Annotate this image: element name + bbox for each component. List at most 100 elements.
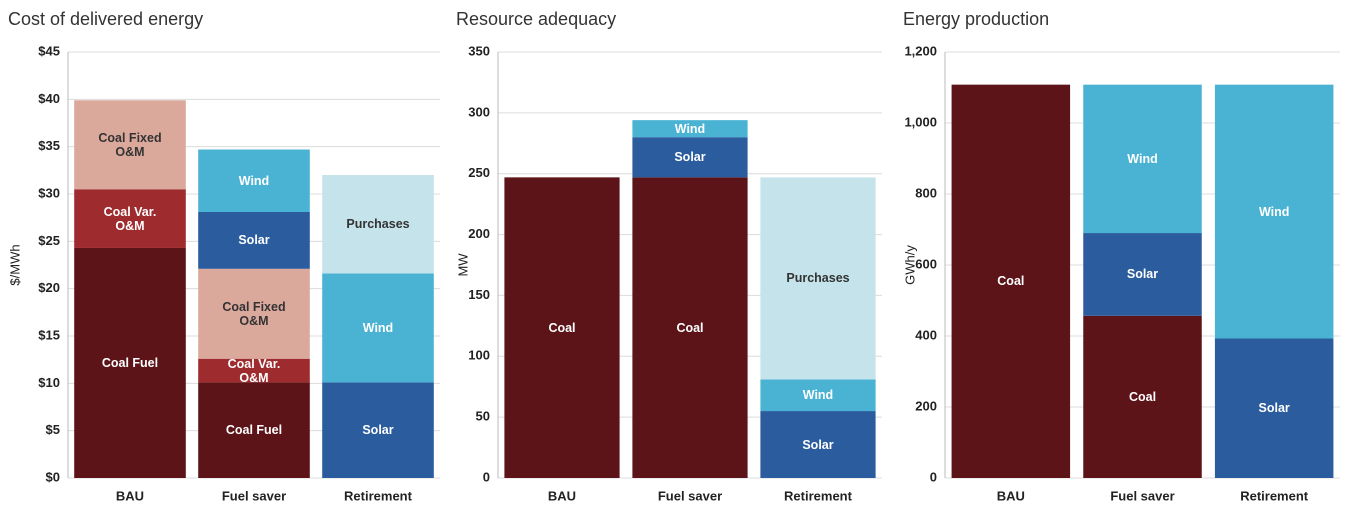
bar-segment <box>1214 84 1334 339</box>
y-tick-label: 250 <box>468 165 490 180</box>
bar-segment <box>322 273 434 383</box>
x-tick-label: Retirement <box>344 488 413 503</box>
segment-label: Wind <box>362 320 394 335</box>
segment-label: Wind <box>238 173 270 188</box>
y-tick-label: $10 <box>38 375 60 390</box>
y-tick-label: $5 <box>46 422 60 437</box>
bar-segment <box>504 177 620 478</box>
y-tick-label: 400 <box>915 327 937 342</box>
segment-label-box: Purchases <box>786 271 850 286</box>
bar-segment <box>74 247 186 478</box>
bar-segment <box>951 84 1071 478</box>
bar-segment <box>74 189 186 248</box>
bar-segment <box>198 382 310 478</box>
y-tick-label: 800 <box>915 185 937 200</box>
segment-label: Coal <box>676 320 704 335</box>
x-tick-label: Retirement <box>1240 488 1309 503</box>
segment-label-box: Coal Fixed O&M <box>222 299 286 328</box>
segment-label: Coal Fixed O&M <box>222 299 286 328</box>
segment-label-box: Coal <box>548 320 576 335</box>
y-tick-label: 0 <box>483 469 490 484</box>
segment-label-box: Solar <box>674 150 706 165</box>
segment-label-box: Coal Var. O&M <box>227 358 281 383</box>
segment-label: Wind <box>674 121 706 136</box>
segment-label-box: Wind <box>674 121 706 136</box>
chart: Cost of delivered energy $/MWh $0 $5 $10 $15 $… <box>7 9 440 503</box>
segment-label-box: Coal <box>997 274 1025 289</box>
y-tick-label: $40 <box>38 91 60 106</box>
segment-label: Solar <box>674 150 706 165</box>
y-tick-label: $25 <box>38 233 60 248</box>
segment-label-box: Solar <box>802 437 834 452</box>
segment-label-box: Solar <box>1258 401 1290 416</box>
segment-label-box: Solar <box>1127 267 1158 281</box>
segment-label: Solar <box>362 423 394 438</box>
y-tick-label: 50 <box>476 409 490 424</box>
segment-label: Coal <box>548 320 576 335</box>
segment-label: Solar <box>1258 401 1290 416</box>
y-tick-label: $15 <box>38 327 60 342</box>
y-tick-label: $45 <box>38 43 60 58</box>
bar-segment <box>760 411 876 478</box>
segment-label: Wind <box>1258 204 1290 219</box>
y-axis-label: GWh/y <box>902 245 917 285</box>
x-tick-label: Retirement <box>784 488 853 503</box>
x-tick-label: Fuel saver <box>658 488 722 503</box>
x-tick-label: BAU <box>548 488 576 503</box>
y-tick-label: 600 <box>915 256 937 271</box>
y-tick-label: $30 <box>38 185 60 200</box>
bar-segment <box>198 358 310 383</box>
segment-label: Purchases <box>786 271 850 286</box>
y-tick-label: $0 <box>46 469 60 484</box>
chart: Energy production GWh/y 0 200 400 600 800 1,000… <box>902 9 1340 503</box>
y-tick-label: 300 <box>468 104 490 119</box>
y-tick-label: 1,000 <box>904 114 937 129</box>
segment-label: Coal <box>997 274 1025 289</box>
bar-segment <box>198 149 310 212</box>
bar-segment <box>1083 315 1202 478</box>
chart-title: Resource adequacy <box>456 9 616 29</box>
bar-segment <box>632 120 748 138</box>
y-tick-label: 350 <box>468 43 490 58</box>
segment-label: Coal <box>1128 389 1157 404</box>
bar-segment <box>760 379 876 412</box>
segment-label-box: Solar <box>238 233 270 248</box>
segment-label: Purchases <box>346 217 410 232</box>
segment-label-box: Wind <box>1258 204 1290 219</box>
bar-segment <box>198 211 310 269</box>
segment-label: Wind <box>802 388 834 403</box>
bar-segment <box>322 382 434 478</box>
segment-label: Wind <box>1127 151 1158 166</box>
y-tick-label: 100 <box>468 348 490 363</box>
segment-label: Coal Fixed O&M <box>98 130 162 159</box>
segment-label-box: Coal Var. O&M <box>103 204 157 233</box>
segment-label: Coal Var. O&M <box>227 358 281 383</box>
x-tick-label: BAU <box>116 488 144 503</box>
y-tick-label: 200 <box>468 226 490 241</box>
segment-label-box: Coal <box>1128 389 1157 404</box>
segment-label-box: Solar <box>362 423 394 438</box>
x-tick-label: Fuel saver <box>222 488 286 503</box>
y-tick-label: 0 <box>930 469 937 484</box>
y-tick-label: $20 <box>38 280 60 295</box>
segment-label-box: Coal Fuel <box>102 356 158 370</box>
bar-segment <box>632 177 748 478</box>
segment-label: Solar <box>802 437 834 452</box>
chart-title: Energy production <box>903 9 1049 29</box>
y-tick-label: 200 <box>915 398 937 413</box>
segment-label-box: Wind <box>1127 151 1158 166</box>
segment-label-box: Coal Fixed O&M <box>98 130 162 159</box>
y-tick-label: $35 <box>38 138 60 153</box>
segment-label-box: Coal <box>676 320 704 335</box>
bar-segment <box>322 175 434 274</box>
bar-segment <box>1083 84 1202 234</box>
bar-segment <box>760 177 876 380</box>
segment-label: Coal Fuel <box>225 423 283 438</box>
segment-label-box: Wind <box>238 173 270 188</box>
segment-label: Solar <box>238 233 270 248</box>
bar-segment <box>1083 233 1202 316</box>
segment-label: Coal Var. O&M <box>103 204 157 233</box>
segment-label-box: Wind <box>362 320 394 335</box>
y-axis-label: $/MWh <box>7 244 22 285</box>
